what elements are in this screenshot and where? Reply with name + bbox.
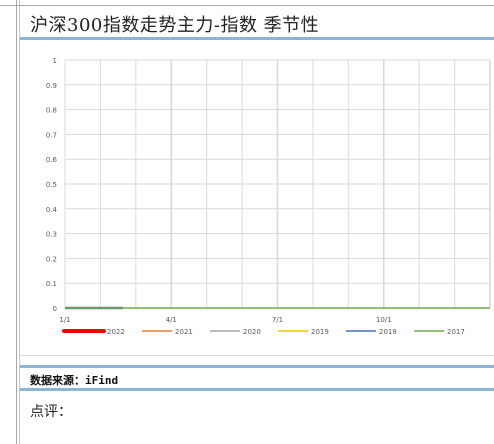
x-tick-label: 7/1 bbox=[272, 316, 283, 324]
y-tick-label: 0.7 bbox=[46, 131, 57, 139]
source-topline bbox=[20, 365, 494, 368]
legend-label: 2022 bbox=[107, 328, 125, 336]
chart-bottom-line bbox=[20, 355, 494, 356]
source-underline bbox=[20, 388, 494, 391]
page-title: 沪深300指数走势主力-指数 季节性 bbox=[30, 15, 320, 36]
y-tick-labels: 0 0.1 0.2 0.3 0.4 0.5 0.6 0.7 0.8 0.9 1 bbox=[46, 57, 58, 313]
frame-top-line bbox=[0, 5, 494, 6]
data-source-label: 数据来源：iFind bbox=[30, 374, 119, 387]
y-tick-label: 1 bbox=[53, 57, 57, 65]
chart-legend: 2022 2021 2020 2019 2018 2017 bbox=[62, 328, 465, 336]
chart-svg: 00.10.20.30.40.50.60.70.80.91 1/1 4/1 7/1 1… bbox=[46, 57, 491, 336]
y-tick-label: 0.2 bbox=[46, 255, 57, 263]
comment-label: 点评： bbox=[30, 404, 72, 420]
y-tick-label: 0 bbox=[53, 305, 57, 313]
legend-label: 2019 bbox=[311, 328, 329, 336]
grid-lines bbox=[64, 59, 491, 309]
frame-left-line-inner bbox=[19, 0, 20, 444]
y-tick-label: 0.5 bbox=[46, 181, 57, 189]
frame-left-line bbox=[16, 0, 17, 444]
legend-label: 2021 bbox=[175, 328, 193, 336]
x-tick-label: 4/1 bbox=[166, 316, 177, 324]
y-tick-label: 0.8 bbox=[46, 107, 57, 115]
y-tick-label: 0.6 bbox=[46, 156, 58, 164]
legend-label: 2017 bbox=[447, 328, 465, 336]
y-tick-label: 0.1 bbox=[46, 280, 57, 288]
legend-label: 2018 bbox=[379, 328, 397, 336]
seasonality-chart: 0 0.1 0.2 0.3 0.4 0.5 0.6 0.7 0.8 0.9 1 1/1 4/1 7/1 1… bbox=[30, 45, 494, 345]
y-tick-label: 0.4 bbox=[46, 206, 58, 214]
y-tick-label: 0.3 bbox=[46, 231, 57, 239]
legend-label: 2020 bbox=[243, 328, 261, 336]
y-tick-label: 0.9 bbox=[46, 82, 57, 90]
x-tick-labels: 1/1 4/1 7/1 10/1 bbox=[59, 316, 391, 324]
title-underline bbox=[20, 37, 494, 40]
x-tick-label: 1/1 bbox=[59, 316, 70, 324]
x-tick-label: 10/1 bbox=[376, 316, 392, 324]
